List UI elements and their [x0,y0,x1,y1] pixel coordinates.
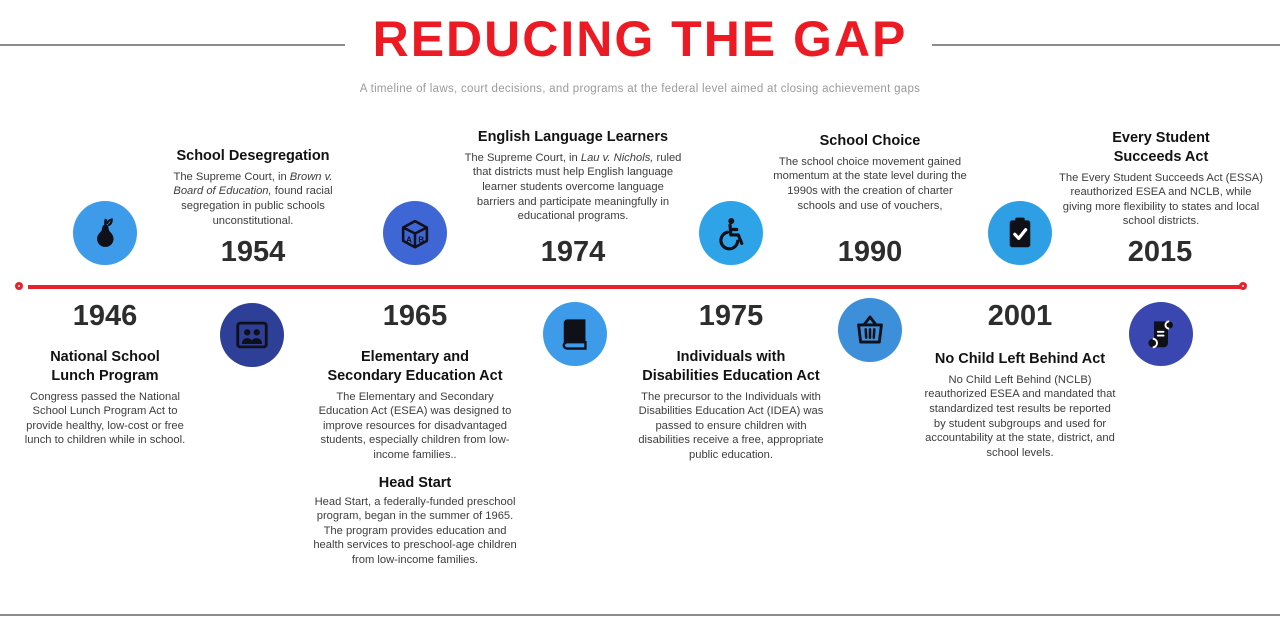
event-description: The Supreme Court, in Brown v. Board of … [164,170,342,228]
event-title: National School Lunch Program [50,349,160,384]
event-title: Elementary and Secondary Education Act [327,349,503,384]
timeline-endpoint-right [1239,282,1247,290]
event-description: The precursor to the Individuals with Di… [638,390,824,461]
event-title: English Language Learners [477,129,669,145]
event-1954: School Desegregation The Supreme Court, … [164,147,342,228]
scroll-icon [1129,302,1193,366]
abc-block-icon: A B [383,201,447,265]
basket-icon [838,298,902,362]
pear-icon [73,201,137,265]
pear-glyph [97,218,114,247]
wheelchair-glyph [719,217,744,251]
year-2001: 2001 [987,300,1053,332]
event-2001: No Child Left Behind Act No Child Left B… [922,350,1118,460]
timeline-endpoint-left [15,282,23,290]
year-1946: 1946 [72,300,138,332]
event-description: The Every Student Succeeds Act (ESSA) re… [1059,171,1263,228]
event-title: Every Student Succeeds Act [1112,130,1210,165]
event-1974: English Language Learners The Supreme Co… [463,128,683,224]
book-icon [543,302,607,366]
event-1975: Individuals with Disabilities Education … [633,348,829,463]
event-description: The school choice movement gained moment… [773,155,967,212]
event-description: The Supreme Court, in Lau v. Nichols, ru… [463,151,683,224]
clipboard-check-glyph [1009,217,1031,248]
svg-text:A: A [406,236,412,245]
timeline-axis [28,285,1240,289]
event-description: No Child Left Behind (NCLB) reauthorized… [924,373,1116,459]
year-1990: 1990 [837,236,903,268]
wheelchair-icon [699,201,763,265]
event-1965: Elementary and Secondary Education Act T… [310,348,520,567]
header-divider-left [0,44,345,46]
year-1965: 1965 [382,300,448,332]
event-1946: National School Lunch Program Congress p… [18,348,192,448]
page-title: REDUCING THE GAP [372,11,908,67]
event-title: School Choice [819,133,921,149]
students-frame-icon [220,303,284,367]
year-1954: 1954 [220,236,286,268]
desc-post: ruled that districts must help English l… [472,151,682,223]
footer-divider [0,614,1280,616]
year-1974: 1974 [540,236,606,268]
event-description-2: Head Start, a federally-funded preschool… [313,495,517,566]
svg-text:B: B [418,236,424,245]
header-divider-right [932,44,1280,46]
scroll-glyph [1148,320,1174,349]
year-2015: 2015 [1127,236,1193,268]
students-glyph [236,321,268,349]
basket-glyph [857,315,883,344]
event-subheading: Head Start [378,474,452,491]
desc-case-name: Lau v. Nichols, [580,151,654,164]
event-1990: School Choice The school choice movement… [770,132,970,213]
event-title: School Desegregation [176,148,330,164]
event-title: No Child Left Behind Act [934,351,1106,367]
event-description: Congress passed the National School Lunc… [24,390,186,447]
year-1975: 1975 [698,300,764,332]
page-subtitle: A timeline of laws, court decisions, and… [359,83,921,95]
event-2015: Every Student Succeeds Act The Every Stu… [1058,129,1264,229]
desc-case-name: Brown v. Board of Education, [173,170,333,198]
clipboard-check-icon [988,201,1052,265]
event-description: The Elementary and Secondary Education A… [318,390,512,461]
desc-pre: The Supreme Court, in [173,170,290,183]
desc-pre: The Supreme Court, in [464,151,581,164]
event-title: Individuals with Disabilities Education … [642,349,820,384]
desc-post: found racial segregation in public schoo… [181,185,333,227]
book-glyph [562,319,587,350]
abc-block-glyph: A B [401,219,429,249]
